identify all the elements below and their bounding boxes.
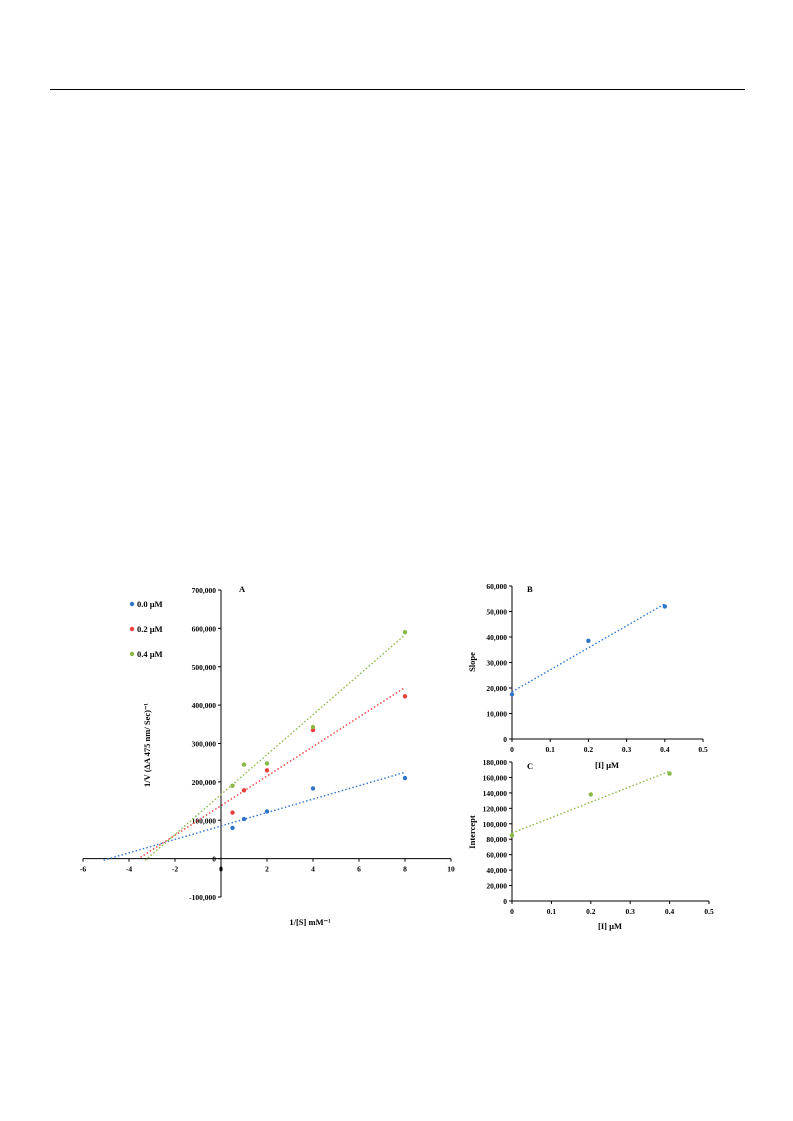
chart-a-y-tick-label: 500,000	[192, 663, 217, 672]
chart-b-point	[509, 692, 515, 697]
chart-a-point	[241, 816, 247, 822]
chart-b-point	[586, 638, 591, 644]
chart-a-point	[241, 762, 247, 767]
chart-a-x-tick-label: 10	[447, 865, 455, 874]
header-rule	[50, 89, 745, 90]
chart-c-y-tick-label: 40,000	[486, 866, 507, 875]
chart-b-x-tick-label: 0.3	[622, 745, 632, 754]
chart-a-point	[230, 825, 235, 831]
chart-b-y-tick-label: 30,000	[486, 659, 507, 668]
chart-a-y-tick-label: 200,000	[192, 778, 217, 787]
chart-a-legend-label-0: 0.0 µM	[137, 599, 163, 609]
chart-c-y-tick-label: 0	[503, 897, 507, 906]
chart-c-y-tick-label: 60,000	[486, 851, 507, 860]
chart-b-y-tick-label: 50,000	[486, 608, 507, 617]
chart-c-y-tick-label: 180,000	[483, 758, 508, 767]
chart-c-point	[667, 771, 672, 776]
chart-b-x-axis-label: [I] µM	[595, 760, 619, 770]
chart-b-panel-label: B	[527, 584, 533, 594]
chart-a-x-tick-label: 8	[403, 865, 407, 874]
chart-b-x-tick-label: 0.2	[584, 745, 594, 754]
chart-c-x-axis-label: [I] µM	[598, 921, 622, 931]
chart-a-panel-label: A	[239, 584, 246, 594]
chart-a-legend-marker-2	[129, 651, 135, 657]
chart-b-y-tick-label: 20,000	[486, 684, 507, 693]
chart-b-y-tick-label: 40,000	[486, 633, 507, 642]
chart-a-x-tick-label: -6	[80, 865, 86, 874]
chart-a-x-tick-label: -4	[126, 865, 132, 874]
chart-a-y-axis-label: 1/V (ΔA 475 nm/ Sec)⁻¹	[142, 703, 152, 787]
chart-a-x-tick-label: 6	[357, 865, 361, 874]
chart-c-trendline-0	[511, 770, 670, 834]
chart-a-legend-label-1: 0.2 µM	[137, 624, 163, 634]
chart-b-point	[662, 604, 667, 609]
chart-a-y-tick-label: 700,000	[192, 586, 217, 595]
chart-a-point	[230, 810, 235, 815]
chart-b-x-tick-label: 0.4	[660, 745, 670, 754]
chart-a-point	[264, 809, 270, 814]
chart-c-y-tick-label: 140,000	[483, 789, 508, 798]
chart-a-point	[230, 783, 235, 788]
chart-a-legend-label-2: 0.4 µM	[137, 649, 163, 659]
chart-a-point	[402, 694, 408, 699]
chart-a-point	[264, 768, 270, 773]
chart-a-trendline-2	[144, 634, 406, 861]
chart-c-x-tick-label: 0.3	[626, 907, 636, 916]
chart-a-x-tick-label: -2	[172, 865, 178, 874]
chart-a-y-tick-label: 600,000	[192, 624, 217, 633]
chart-c-y-tick-label: 160,000	[483, 773, 508, 782]
chart-a-x-tick-label: 4	[311, 865, 315, 874]
chart-c-x-tick-label: 0	[510, 907, 514, 916]
chart-b-x-tick-label: 0	[510, 745, 514, 754]
chart-a-point	[241, 788, 247, 793]
chart-a-point	[402, 630, 408, 635]
chart-a-point	[310, 727, 316, 733]
chart-a-trendline-1	[140, 686, 406, 858]
chart-a-point	[310, 724, 316, 730]
chart-c-panel-label: C	[527, 761, 533, 771]
chart-c-y-axis-label: Intercept	[467, 815, 477, 849]
chart-c-x-tick-label: 0.1	[547, 907, 557, 916]
chart-a-legend-marker-1	[129, 626, 135, 632]
chart-a-y-tick-label: -100,000	[189, 893, 216, 902]
chart-a-legend-marker-0	[129, 601, 135, 607]
chart-b-y-tick-label: 60,000	[486, 582, 507, 591]
chart-a-x-axis-label: 1/[S] mM⁻¹	[289, 917, 331, 927]
chart-a-x-tick-label: 2	[265, 865, 269, 874]
chart-a-point	[402, 775, 408, 781]
chart-b-x-tick-label: 0.1	[546, 745, 556, 754]
chart-c-y-tick-label: 120,000	[483, 804, 508, 813]
chart-c-y-tick-label: 80,000	[486, 835, 507, 844]
chart-c-x-tick-label: 0.2	[586, 907, 596, 916]
chart-a-y-tick-label: 0	[212, 855, 216, 864]
chart-a-point	[310, 786, 316, 791]
chart-c-x-tick-label: 0.5	[704, 907, 714, 916]
chart-b-y-axis-label: Slope	[467, 652, 477, 672]
chart-c-y-tick-label: 20,000	[486, 882, 507, 891]
chart-b-trendline-0	[511, 603, 666, 693]
chart-c-x-tick-label: 0.4	[665, 907, 675, 916]
chart-a-trendline-0	[103, 771, 406, 861]
chart-b-y-tick-label: 0	[503, 735, 507, 744]
chart-b-x-tick-label: 0.5	[698, 745, 708, 754]
chart-a-y-tick-label: 300,000	[192, 740, 217, 749]
chart-c-point	[509, 833, 515, 838]
chart-a-y-tick-label: 100,000	[192, 816, 217, 825]
chart-a-x-tick-label: 0	[219, 865, 223, 874]
chart-c-y-tick-label: 100,000	[483, 820, 508, 829]
chart-a-point	[264, 761, 270, 766]
chart-b-y-tick-label: 10,000	[486, 710, 507, 719]
chart-c-point	[588, 792, 593, 797]
chart-a-y-tick-label: 400,000	[192, 701, 217, 710]
